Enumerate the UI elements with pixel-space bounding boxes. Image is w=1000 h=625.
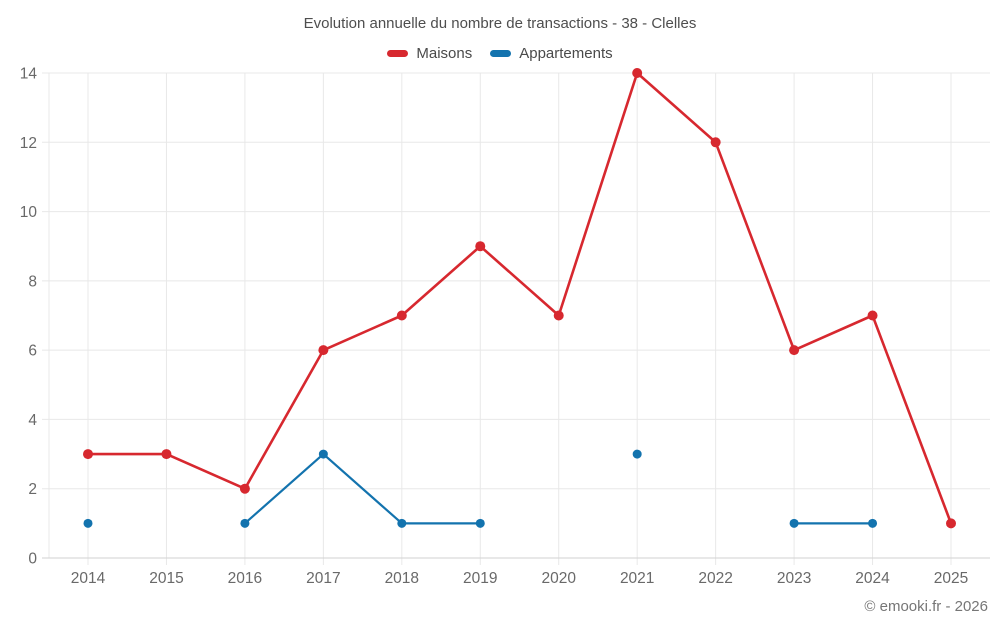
- y-axis-tick-label: 0: [28, 551, 37, 568]
- y-axis-tick-label: 14: [20, 66, 38, 83]
- x-axis-tick-label: 2015: [149, 570, 183, 587]
- maisons-data-point[interactable]: [475, 241, 486, 252]
- maisons-data-point[interactable]: [396, 310, 407, 321]
- chart-legend: Maisons Appartements: [0, 45, 1000, 62]
- maisons-data-point[interactable]: [553, 310, 564, 321]
- maisons-data-point[interactable]: [632, 68, 643, 78]
- appartements-data-point[interactable]: [397, 518, 407, 528]
- appartements-data-point[interactable]: [789, 518, 799, 528]
- x-axis-tick-label: 2017: [306, 570, 340, 587]
- maisons-data-point[interactable]: [83, 449, 93, 460]
- y-axis-tick-label: 4: [28, 412, 37, 429]
- appartements-legend-label: Appartements: [519, 45, 613, 62]
- x-axis-tick-label: 2014: [71, 570, 106, 587]
- chart-title: Evolution annuelle du nombre de transact…: [303, 15, 697, 32]
- x-axis-tick-label: 2024: [855, 570, 890, 587]
- appartements-data-point[interactable]: [83, 518, 93, 528]
- x-axis-tick-label: 2020: [541, 570, 576, 587]
- legend-item-maisons[interactable]: Maisons: [387, 45, 472, 62]
- maisons-line: [86, 71, 953, 525]
- appartements-data-point[interactable]: [318, 449, 328, 459]
- maisons-data-point[interactable]: [318, 345, 329, 356]
- maisons-legend-swatch-icon: [387, 50, 409, 57]
- maisons-data-point[interactable]: [867, 310, 878, 321]
- appartements-line: [243, 452, 482, 525]
- maisons-data-point[interactable]: [710, 137, 721, 148]
- y-axis-tick-label: 6: [28, 343, 37, 360]
- maisons-data-point[interactable]: [161, 449, 172, 460]
- y-axis-tick-label: 2: [28, 481, 37, 498]
- x-axis-tick-label: 2016: [228, 570, 262, 587]
- maisons-legend-label: Maisons: [416, 45, 473, 62]
- appartements-data-point[interactable]: [632, 449, 642, 459]
- y-axis-tick-label: 10: [20, 204, 38, 221]
- appartements-data-point[interactable]: [475, 518, 485, 528]
- x-axis-tick-label: 2022: [698, 570, 732, 587]
- x-axis-tick-label: 2018: [385, 570, 419, 587]
- appartements-data-point[interactable]: [240, 518, 250, 528]
- y-axis-tick-label: 12: [20, 135, 37, 152]
- x-axis-tick-label: 2021: [620, 570, 654, 587]
- copyright-text: © emooki.fr - 2026: [864, 598, 988, 615]
- legend-item-appartements[interactable]: Appartements: [490, 45, 613, 62]
- y-axis-tick-label: 8: [28, 273, 37, 290]
- maisons-data-point[interactable]: [789, 345, 800, 356]
- maisons-data-point[interactable]: [946, 518, 956, 529]
- x-axis-tick-label: 2019: [463, 570, 497, 587]
- x-axis-tick-label: 2025: [934, 570, 968, 587]
- appartements-data-point[interactable]: [868, 518, 878, 528]
- x-axis-tick-label: 2023: [777, 570, 811, 587]
- appartements-legend-swatch-icon: [490, 50, 512, 57]
- maisons-data-point[interactable]: [239, 483, 250, 494]
